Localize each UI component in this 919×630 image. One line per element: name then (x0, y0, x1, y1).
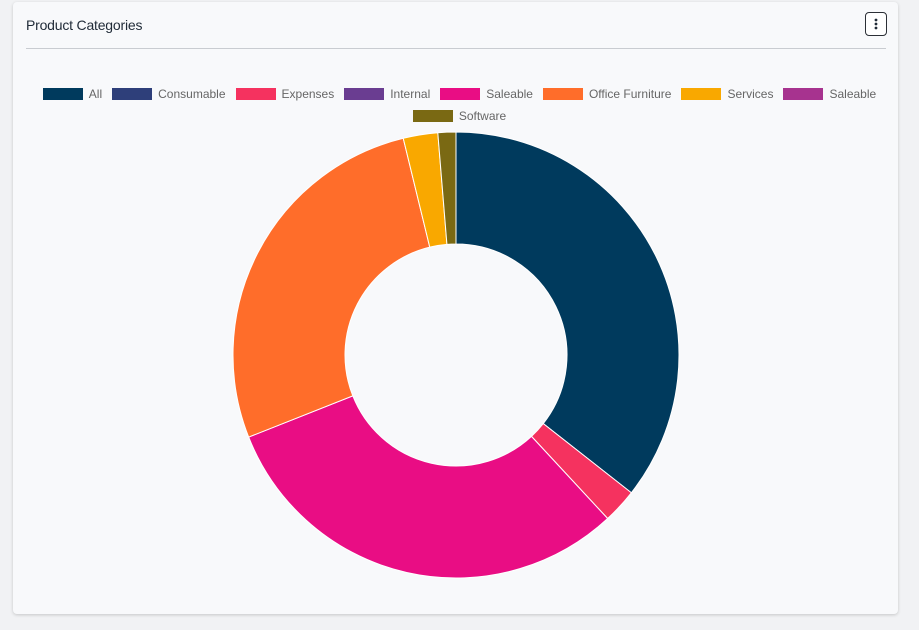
card-header: Product Categories (26, 2, 887, 49)
legend-label: Internal (390, 87, 431, 101)
legend-label: Saleable (829, 87, 877, 101)
vertical-ellipsis-icon (874, 18, 878, 30)
legend-swatch (542, 88, 583, 100)
legend-swatch (42, 88, 83, 100)
legend-item[interactable]: All (42, 87, 103, 101)
legend-label: Office Furniture (588, 87, 672, 101)
donut-slice[interactable] (455, 131, 680, 494)
legend-label: Consumable (158, 87, 226, 101)
donut-slice[interactable] (232, 137, 431, 438)
legend-swatch (681, 88, 722, 100)
legend-row: Software (0, 105, 919, 127)
legend-swatch (344, 88, 385, 100)
legend-item[interactable]: Services (681, 87, 773, 101)
chart-legend: All Consumable Expenses Internal Saleable Off… (0, 83, 919, 127)
legend-swatch (112, 88, 153, 100)
legend-item[interactable]: Saleable (783, 87, 876, 101)
legend-swatch (783, 88, 824, 100)
legend-swatch (440, 88, 481, 100)
donut-slice[interactable] (248, 395, 609, 579)
legend-label: Expenses (281, 87, 335, 101)
legend-item[interactable]: Software (412, 109, 507, 123)
card-title: Product Categories (26, 17, 143, 33)
legend-swatch (235, 88, 276, 100)
legend-label: Software (458, 109, 507, 123)
legend-label: Saleable (486, 87, 533, 101)
legend-item[interactable]: Expenses (235, 87, 335, 101)
legend-item[interactable]: Consumable (112, 87, 226, 101)
legend-row: All Consumable Expenses Internal Saleable Off… (0, 83, 919, 105)
legend-item[interactable]: Saleable (440, 87, 533, 101)
legend-item[interactable]: Internal (344, 87, 430, 101)
card-menu-button[interactable] (865, 12, 887, 36)
legend-swatch (412, 110, 453, 122)
donut-slice[interactable] (437, 131, 457, 245)
legend-item[interactable]: Office Furniture (542, 87, 672, 101)
legend-label: Services (727, 87, 774, 101)
legend-label: All (88, 87, 103, 101)
